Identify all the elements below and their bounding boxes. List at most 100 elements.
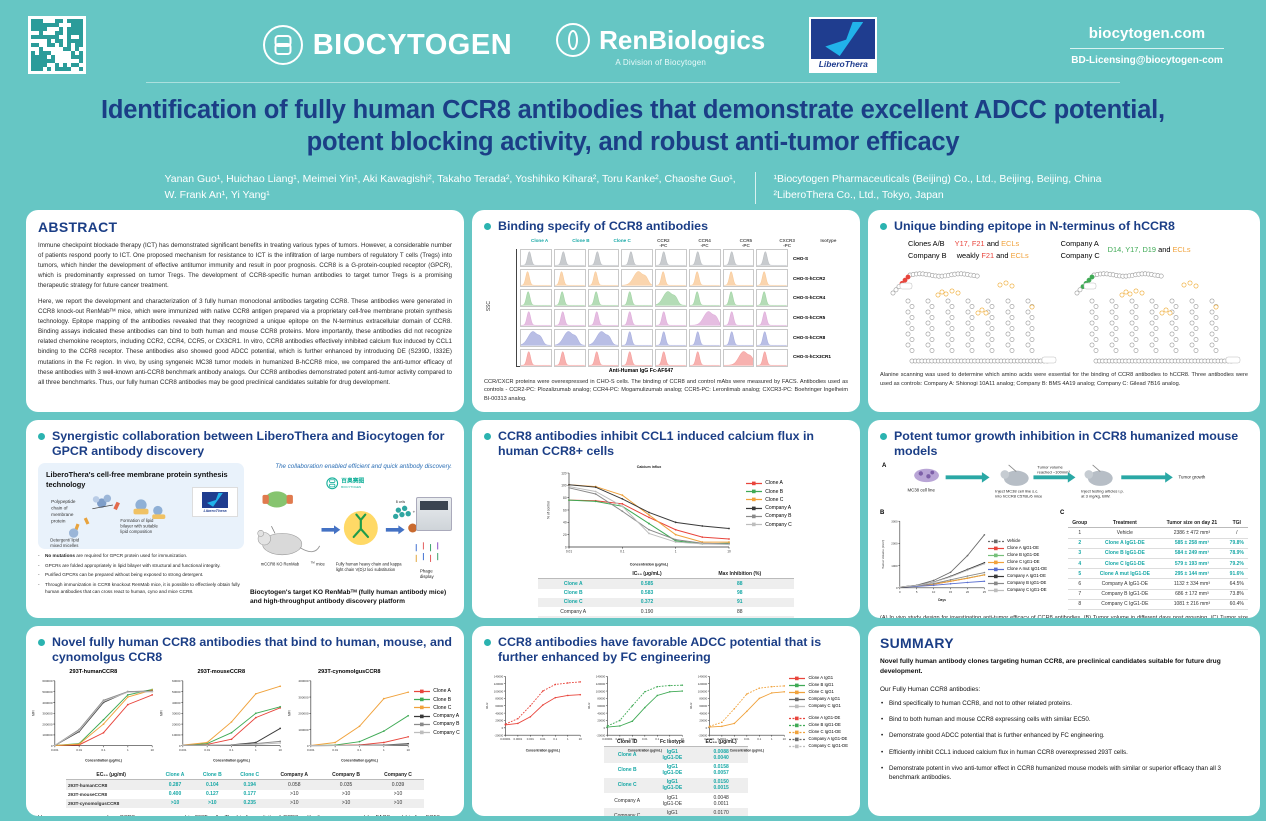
svg-text:100000: 100000 [494,690,504,694]
qr-code-icon[interactable] [28,16,86,74]
table-cell: Clone C [563,599,583,606]
table-cell: 91 [737,599,743,606]
table-cell: 0.104 [206,782,219,789]
epitope-and-2: and [996,250,1009,260]
table-row: Clone A IgG1 IgG1-DE 0.0088 0.0040 [604,746,748,763]
panel-label-c: C [1060,510,1065,517]
qr-module [75,55,79,59]
flow-histogram [587,248,620,267]
snake-diagram-right [1074,271,1241,364]
binding-caption: CCR/CXCR proteins were overexpressed in … [484,378,848,402]
calcium-influx-chart: 0 20 40 60 80 100 120 0.01 0.1 1 10 Calcium influx C… [547,465,731,567]
svg-text:0: 0 [603,726,605,730]
summary-item: Efficiently inhibit CCL1 induced calcium… [880,748,1248,758]
legend-item: Clone C [746,496,791,504]
qr-module [51,55,55,59]
email-link[interactable]: BD-Licensing@biocytogen-com [1071,54,1223,66]
adcc-clone-c-chart: -20000 0 20000 40000 60000 80000 100000 120000 1… [689,675,786,753]
qr-module [63,67,67,71]
flow-row-label: CHO-S-hCCR8 [793,334,826,340]
svg-text:10: 10 [407,748,411,752]
epitope-right-label-1: Company A [1060,239,1099,249]
table-cell: Clone B [563,590,583,597]
qr-module [39,19,43,23]
flow-histogram [688,248,721,267]
table-row: 4 Clone C IgG1-DE 579 ± 193 mm³ 79.2% [1068,559,1248,569]
flow-histogram [621,328,653,347]
legend-item: Company C [414,729,460,737]
qr-module [59,39,63,43]
summary-lead: Novel fully human antibody clones target… [880,658,1221,675]
qr-module [43,59,47,63]
qr-module [43,63,47,67]
legend-item: Company A IgG1-DE [988,573,1047,580]
legend-swatch [789,730,806,734]
logo-row: BIOCYTOGEN RenBiologics A Division of Bi… [26,0,1240,76]
flow-histogram [621,248,653,267]
website-link[interactable]: biocytogen.com [1088,24,1206,42]
table-cell: 0.035 [339,782,353,789]
adcc-legend: Clone A IgG1 Clone B IgG1 Clone C IgG1 Comp… [789,669,848,755]
svg-text:MFI: MFI [32,711,36,717]
svg-text:mixed micelles: mixed micelles [50,543,78,548]
svg-text:Concentration (μg/mL): Concentration (μg/mL) [341,759,378,763]
qr-module [71,63,75,67]
epitope-and-1: and [986,239,1000,249]
flow-histogram [722,288,755,307]
legend-item: Vehicle [988,538,1047,545]
svg-text:-20000: -20000 [596,734,605,738]
flow-histogram [655,308,687,327]
flow-row-label: CHO-S-hCCR4 [793,295,826,301]
svg-text:0.1: 0.1 [358,748,363,752]
liberothera-wordmark: LiberoThera [818,59,868,69]
svg-text:0.01: 0.01 [642,737,648,741]
table-cell: 0.287 [168,782,182,789]
svg-text:1: 1 [771,737,773,741]
card-epitope: Unique binding epitope in N-terminus of … [868,210,1260,412]
table-cell: 579 ± 193 mm³ [1174,560,1209,567]
liberothera-tech-box: LiberoThera's cell-free membrane protein… [38,463,244,550]
qr-module [71,23,75,27]
flow-histogram [655,268,687,287]
svg-text:0.001: 0.001 [51,748,59,752]
qr-module [67,35,71,39]
svg-text:0.00001: 0.00001 [602,737,613,741]
table-row: 2 Clone A IgG1-DE 585 ± 258 mm³ 79.8% [1068,538,1248,549]
svg-text:0: 0 [899,590,901,594]
flow-histogram [520,328,552,347]
svg-text:20000: 20000 [172,723,181,727]
legend-swatch [988,553,1004,558]
legend-swatch [414,722,431,727]
svg-text:300000: 300000 [299,696,309,700]
legend-item: Clone A [414,687,459,695]
svg-text:+: + [413,510,416,515]
svg-text:400000: 400000 [43,701,53,705]
qr-module [31,19,35,23]
logo-group: BIOCYTOGEN RenBiologics A Division of Bi… [86,17,1054,73]
table-header-cell: Group [1068,518,1092,529]
table-row: 6 Company A IgG1-DE 1132 ± 334 mm³ 64.5% [1068,579,1248,590]
qr-module [67,39,71,43]
svg-text:Inject testing articles i.p.: Inject testing articles i.p. [1081,489,1124,494]
collab-bullet: Purified GPCRs can be prepared without b… [38,572,244,579]
qr-module [31,63,35,67]
svg-text:Formation of lipid: Formation of lipid [120,518,154,523]
renbiologics-wordmark: RenBiologics [599,24,766,55]
svg-text:1: 1 [567,737,569,741]
qr-module [79,55,83,59]
flow-row-labels: CHO-S CHO-S-hCCR2 CHO-S-hCCR4 CHO-S-hCCR5 CH… [788,249,848,367]
legend-item: Clone B IgG1-DE [988,552,1047,559]
table-cell: Clone C IgG1-DE [1104,560,1145,567]
table-row: 1 Vehicle 2386 ± 472 mm³ / [1068,528,1248,539]
table-cell: 585 ± 258 mm³ [1174,540,1209,547]
table-cell: Company C [613,812,641,816]
qr-module [79,59,83,63]
flow-histogram [655,328,687,347]
qr-module [31,55,35,59]
summary-bullet-list: Bind specifically to human CCR8, and not… [880,699,1248,783]
qr-module [31,59,35,63]
qr-module [31,43,35,47]
table-cell: Clone A IgG1-DE [1105,540,1145,547]
